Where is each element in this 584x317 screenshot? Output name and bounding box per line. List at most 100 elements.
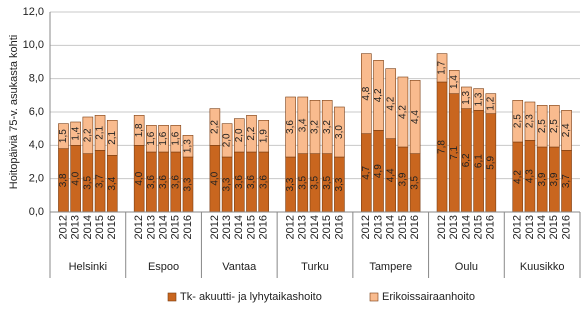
value-label: 7,8 — [437, 140, 448, 154]
value-label: 2,5 — [537, 119, 548, 133]
value-label: 3,5 — [82, 175, 93, 189]
value-label: 1,6 — [146, 131, 157, 145]
x-tick-label: 2015 — [170, 215, 182, 239]
value-label: 1,9 — [258, 129, 269, 143]
bar-segment — [512, 100, 524, 143]
x-tick-label: 2012 — [360, 215, 372, 239]
value-label: 3,3 — [222, 177, 233, 191]
x-tick-label: 2015 — [321, 215, 333, 239]
bar-segment — [334, 106, 345, 158]
x-tick-label: 2013 — [145, 215, 157, 239]
y-tick-label: 12,0 — [23, 6, 44, 18]
value-label: 2,0 — [234, 128, 245, 142]
value-label: 4,2 — [373, 88, 384, 102]
value-label: 3,9 — [549, 172, 560, 186]
value-label: 1,6 — [158, 131, 169, 145]
x-tick-label: 2016 — [485, 215, 497, 239]
x-tick-label: 2014 — [309, 215, 321, 239]
group-label: Oulu — [455, 261, 478, 273]
value-label: 4,0 — [70, 171, 81, 185]
y-axis-label: Hoitopäiviä 75-v. asukasta kohti — [8, 35, 20, 190]
value-label: 5,9 — [485, 155, 496, 169]
x-tick-label: 2015 — [245, 215, 257, 239]
y-tick-label: 4,0 — [29, 139, 44, 151]
value-label: 4,2 — [385, 96, 396, 110]
value-label: 3,5 — [322, 175, 333, 189]
value-label: 3,6 — [158, 175, 169, 189]
value-label: 1,2 — [485, 96, 496, 110]
bar-segment — [285, 96, 296, 158]
group-label: Espoo — [148, 261, 179, 273]
bar-segment — [246, 115, 257, 153]
x-tick-label: 2012 — [512, 215, 524, 239]
value-label: 3,6 — [234, 175, 245, 189]
bar-segment — [373, 60, 384, 131]
x-tick-label: 2016 — [560, 215, 572, 239]
value-label: 1,8 — [134, 123, 145, 137]
value-label: 3,8 — [58, 173, 69, 187]
value-label: 4,4 — [410, 110, 421, 124]
y-tick-label: 0,0 — [29, 206, 44, 218]
legend-label: Tk- akuutti- ja lyhytaikashoito — [180, 291, 322, 303]
value-label: 3,4 — [107, 176, 118, 190]
bar-segment — [436, 53, 448, 83]
value-label: 4,0 — [210, 171, 221, 185]
value-label: 1,3 — [473, 92, 484, 106]
bar-segment — [385, 68, 397, 139]
bar-segment — [485, 93, 497, 114]
value-label: 1,7 — [437, 60, 448, 74]
x-tick-label: 2016 — [409, 215, 421, 239]
value-label: 3,6 — [246, 175, 257, 189]
bar-segment — [461, 86, 472, 109]
value-label: 1,4 — [70, 126, 81, 140]
legend-swatch — [167, 292, 177, 302]
value-label: 3,2 — [310, 120, 321, 134]
value-label: 3,9 — [537, 172, 548, 186]
group-label: Kuusikko — [520, 261, 565, 273]
value-label: 2,4 — [561, 123, 572, 137]
value-label: 4,0 — [134, 171, 145, 185]
value-label: 6,1 — [473, 154, 484, 168]
value-label: 3,0 — [334, 125, 345, 139]
bar-segment — [221, 123, 233, 158]
bar-segment — [58, 123, 69, 149]
bar-segment — [321, 100, 333, 154]
x-tick-label: 2014 — [82, 215, 94, 239]
bar-segment — [536, 105, 548, 148]
value-label: 3,5 — [410, 175, 421, 189]
x-tick-label: 2013 — [372, 215, 384, 239]
bar-segment — [473, 88, 484, 111]
bar-segment — [524, 101, 536, 141]
x-tick-label: 2012 — [133, 215, 145, 239]
x-tick-label: 2013 — [70, 215, 82, 239]
bar-segment — [182, 135, 194, 158]
value-label: 3,7 — [95, 174, 106, 188]
value-label: 2,2 — [246, 126, 257, 140]
bar-segment — [561, 110, 572, 151]
x-tick-label: 2014 — [233, 215, 245, 239]
value-label: 3,9 — [398, 172, 409, 186]
x-tick-label: 2016 — [258, 215, 270, 239]
value-label: 3,6 — [170, 175, 181, 189]
y-tick-label: 6,0 — [29, 106, 44, 118]
group-label: Tampere — [369, 261, 412, 273]
value-label: 3,7 — [561, 174, 572, 188]
value-label: 1,6 — [170, 131, 181, 145]
value-label: 1,5 — [58, 129, 69, 143]
x-tick-label: 2012 — [285, 215, 297, 239]
x-tick-label: 2015 — [397, 215, 409, 239]
y-tick-label: 2,0 — [29, 173, 44, 185]
bar-segment — [233, 118, 245, 153]
value-label: 2,1 — [95, 125, 106, 139]
value-label: 4,3 — [525, 169, 536, 183]
y-tick-label: 10,0 — [23, 39, 44, 51]
x-tick-label: 2014 — [385, 215, 397, 239]
value-label: 3,6 — [285, 120, 296, 134]
value-label: 6,2 — [461, 153, 472, 167]
value-label: 2,2 — [82, 128, 93, 142]
value-label: 7,1 — [449, 145, 460, 159]
value-label: 4,2 — [398, 105, 409, 119]
value-label: 3,4 — [297, 118, 308, 132]
x-tick-label: 2014 — [157, 215, 169, 239]
